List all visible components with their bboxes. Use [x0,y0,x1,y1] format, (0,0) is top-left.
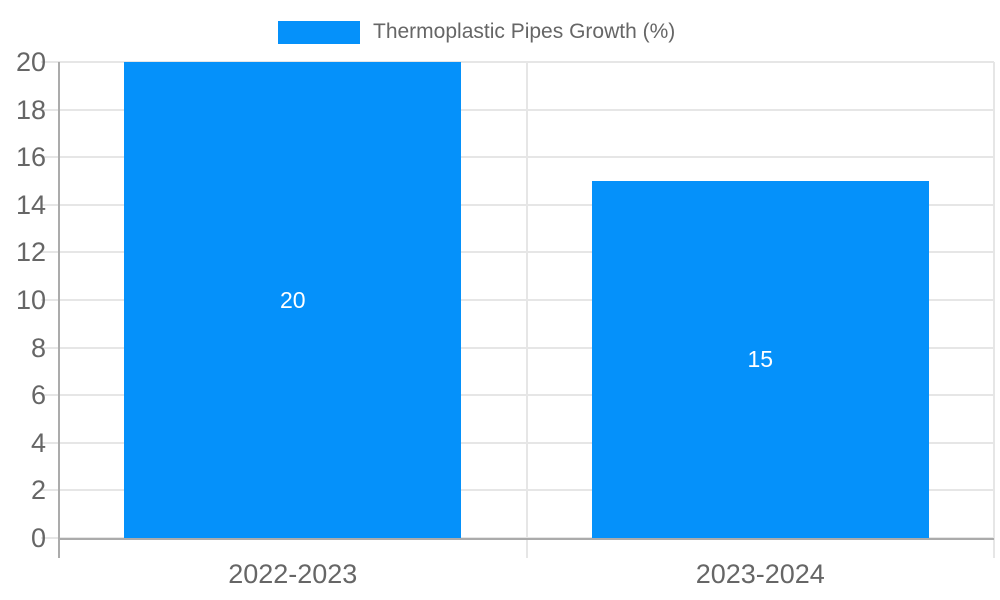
y-tick-label: 10 [15,285,46,315]
category-separator-line [993,62,995,558]
x-tick-label: 2022-2023 [228,559,358,589]
y-tick-label: 20 [15,47,46,77]
category-separator-line [525,62,528,558]
legend[interactable]: Thermoplastic Pipes Growth (%) [278,20,675,44]
y-gridline [41,251,994,254]
y-tick-label: 12 [15,237,46,268]
y-axis-line [58,62,60,558]
y-tick-label: 8 [30,332,46,363]
y-tick-label: 18 [15,94,46,125]
y-gridline [41,394,994,397]
bar-value-label: 20 [279,286,306,313]
y-gridline [41,108,994,111]
bar[interactable]: 15 [591,181,929,538]
y-gridline [41,441,994,444]
y-tick-label: 14 [15,189,46,220]
y-gridline [41,299,994,301]
x-tick-label: 2023-2024 [695,559,825,589]
bar[interactable]: 20 [124,62,462,538]
y-tick-label: 16 [15,142,46,173]
y-gridline [41,203,994,206]
y-tick-label: 2 [30,475,46,506]
legend-label: Thermoplastic Pipes Growth (%) [373,20,676,43]
y-gridline [41,61,994,63]
y-gridline [41,489,994,492]
y-tick-label: 0 [30,523,46,553]
y-tick-label: 4 [30,427,46,458]
legend-swatch [278,20,360,44]
x-axis-baseline [58,538,994,540]
bar-value-label: 15 [747,346,774,372]
y-tick-label: 6 [30,380,46,411]
y-gridline [41,156,994,159]
y-gridline [41,346,994,349]
